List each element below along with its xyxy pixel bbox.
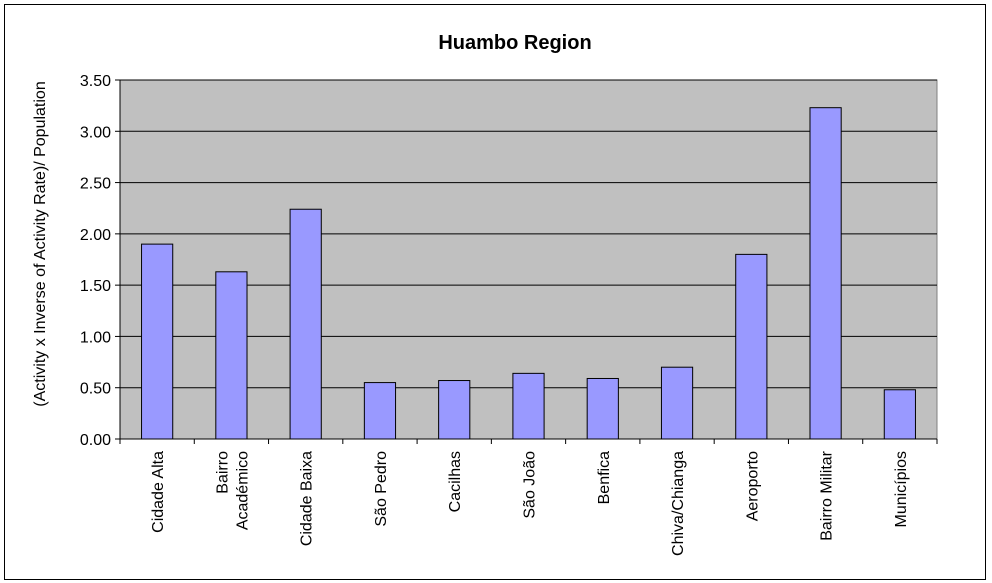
bar [883,389,916,440]
y-tick-label: 1.50 [80,278,111,295]
x-category-label: Cidade Baixa [299,451,316,546]
x-category-label: Aeroporto [744,451,761,521]
x-category-label: Cidade Alta [150,451,167,533]
bar [660,366,694,440]
y-tick-label: 3.50 [80,73,111,90]
bar [438,380,471,440]
x-category-label: Benfica [596,451,613,504]
chart-title: Huambo Region [438,32,591,54]
y-axis-label: (Activity x Inverse of Activity Rate)/ P… [32,81,49,406]
x-category-label: São João [522,451,539,519]
bar [512,372,545,440]
x-category-label: Académico [234,451,251,530]
y-tick-label: 0.00 [80,432,111,449]
bar [289,208,322,440]
bar [363,382,397,440]
y-tick-label: 0.50 [80,381,111,398]
bar [215,271,248,440]
y-tick-label: 1.00 [80,329,111,346]
x-category-label: Cacilhas [447,451,464,512]
bar [586,377,619,440]
x-category-label: Bairro [214,451,231,494]
bar [141,243,174,440]
x-category-label: Municípios [893,451,910,527]
bar [735,253,768,440]
y-tick-label: 2.50 [80,176,111,193]
y-tick-label: 3.00 [80,124,111,141]
y-tick-label: 2.00 [80,227,111,244]
x-category-label: Bairro Militar [819,450,836,540]
x-category-label: Chiva/Chianga [670,451,687,556]
bar [809,107,842,440]
x-category-label: São Pedro [373,451,390,527]
